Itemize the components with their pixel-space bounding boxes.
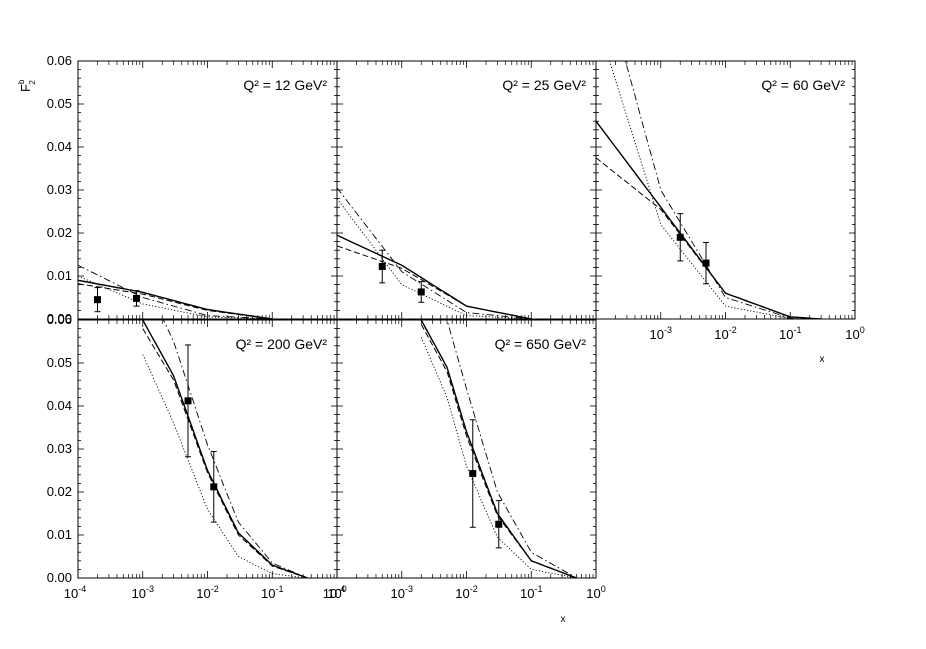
x-tick-label: 10-3	[650, 325, 672, 342]
y-tick-label: 0.01	[47, 527, 72, 542]
curve-dotted	[142, 354, 308, 578]
x-tick-label: 10-3	[391, 584, 413, 601]
x-tick-label: 10-1	[520, 584, 542, 601]
data-point	[210, 483, 218, 491]
curve-dashed	[142, 328, 308, 578]
y-axis-label: Fb 2	[17, 79, 37, 92]
panel-frame	[336, 319, 597, 579]
data-point	[184, 397, 192, 405]
x-tick-label: 100	[327, 584, 346, 601]
data-point	[702, 259, 710, 267]
curve-solid	[596, 120, 822, 319]
curve-dashdot	[624, 61, 822, 319]
curve-dashed	[596, 157, 822, 319]
panel-title: Q² = 650 GeV²	[495, 336, 587, 352]
y-tick-label: 0.06	[47, 312, 72, 327]
y-tick-label: 0.02	[47, 484, 72, 499]
x-tick-label: 100	[845, 325, 864, 342]
data-point	[417, 288, 425, 296]
x-tick-label: 10-2	[714, 325, 736, 342]
panel-q2-60: 10-3 10-2 10-1 100 x Q² = 60 GeV²	[595, 60, 865, 365]
curve-dotted	[609, 61, 822, 319]
panel-q2-200: 0.00 0.01 0.02 0.03 0.04 0.05 0.06 10-4 10-3 10-2…	[47, 312, 347, 601]
y-tick-label: 0.00	[47, 570, 72, 585]
panel-title: Q² = 60 GeV²	[761, 77, 845, 93]
x-tick-label: 10-4	[323, 584, 345, 601]
y-tick-label: 0.03	[47, 182, 72, 197]
x-axis-label: x	[820, 354, 825, 365]
curve-dotted	[337, 198, 532, 319]
y-tick-label: 0.01	[47, 268, 72, 283]
panel-title: Q² = 200 GeV²	[236, 336, 328, 352]
data-point	[495, 520, 503, 528]
x-tick-label: 100	[586, 584, 605, 601]
curve-solid	[78, 279, 273, 319]
y-tick-label: 0.05	[47, 96, 72, 111]
curve-dashdot	[162, 320, 308, 578]
data-point	[93, 296, 101, 304]
x-tick-label: 10-4	[64, 584, 86, 601]
x-tick-label: 10-1	[779, 325, 801, 342]
x-axis-label: x	[561, 614, 566, 625]
data-point	[378, 263, 386, 271]
panel-frame	[77, 319, 338, 579]
curve-dashdot	[446, 320, 577, 578]
panel-frame	[77, 60, 338, 320]
data-point	[469, 470, 477, 478]
y-tick-label: 0.04	[47, 398, 72, 413]
x-tick-label: 10-2	[455, 584, 477, 601]
data-point	[676, 233, 684, 241]
curve-solid	[142, 320, 308, 578]
curve-dashed	[337, 245, 532, 319]
panel-title: Q² = 12 GeV²	[243, 77, 327, 93]
y-tick-label: 0.06	[47, 53, 72, 68]
curve-dotted	[420, 337, 577, 578]
panel-title: Q² = 25 GeV²	[502, 77, 586, 93]
panel-q2-12: 0.00 0.01 0.02 0.03 0.04 0.05 0.06 Q² = 12 GeV²	[47, 53, 338, 326]
y-tick-label: 0.00	[47, 311, 72, 326]
x-tick-label: 10-1	[261, 584, 283, 601]
curve-dashed	[420, 324, 577, 578]
y-tick-label: 0.03	[47, 441, 72, 456]
x-tick-label: 10-2	[196, 584, 218, 601]
curve-dotted	[78, 275, 273, 319]
x-tick-label: 10-3	[132, 584, 154, 601]
curve-dashdot	[78, 264, 273, 319]
panel-frame	[336, 60, 597, 320]
y-tick-label: 0.04	[47, 139, 72, 154]
y-tick-label: 0.02	[47, 225, 72, 240]
panel-q2-25: Q² = 25 GeV²	[336, 60, 597, 320]
curve-dashed	[78, 283, 273, 319]
panel-q2-650: 10-4 10-3 10-2 10-1 100 x Q² = 650 GeV²	[323, 319, 606, 625]
data-point	[132, 294, 140, 302]
curve-solid	[337, 234, 532, 319]
panel-frame	[595, 60, 856, 320]
y-tick-label: 0.05	[47, 355, 72, 370]
curve-dashdot	[337, 187, 532, 319]
